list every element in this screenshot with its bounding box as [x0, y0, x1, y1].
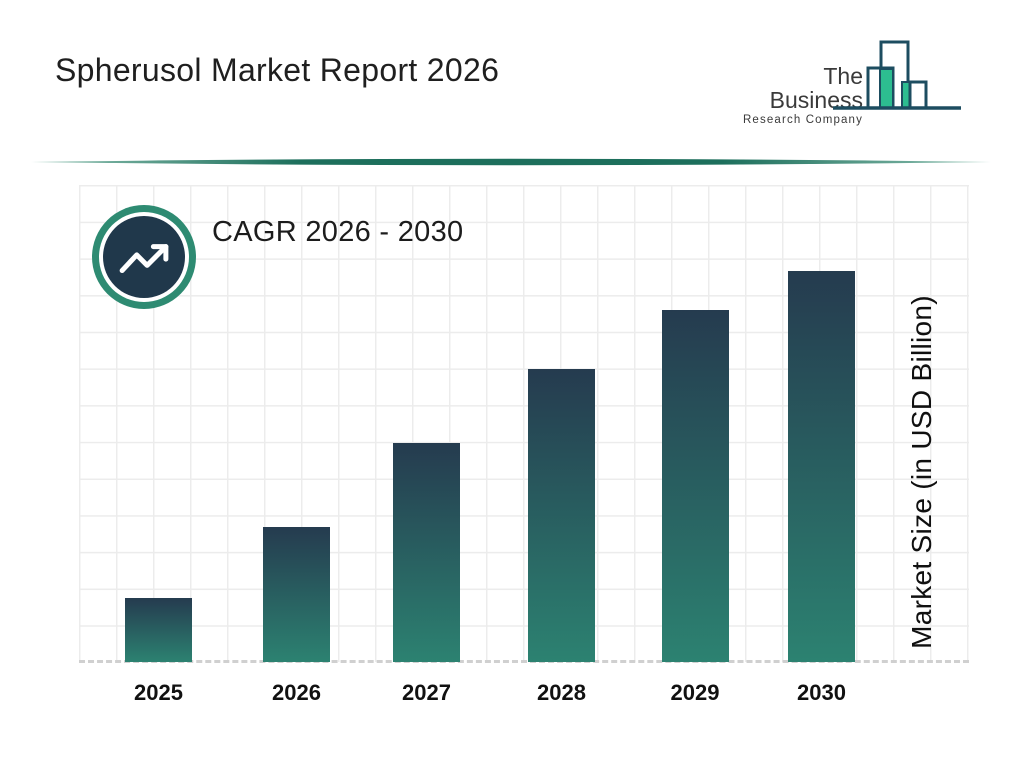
- cagr-label: CAGR 2026 - 2030: [212, 216, 464, 248]
- bar-2025: [125, 598, 192, 662]
- y-axis-label: Market Size (in USD Billion): [906, 295, 937, 649]
- page-title: Spherusol Market Report 2026: [55, 52, 500, 88]
- x-axis-baseline: [79, 660, 969, 663]
- trending-up-icon: [119, 244, 169, 274]
- company-logo: The Business Research Company: [725, 36, 965, 126]
- cagr-badge: [92, 205, 196, 309]
- divider-line: [31, 158, 991, 166]
- x-axis-label-2025: 2025: [134, 680, 183, 705]
- logo-line2: Research Company: [742, 114, 863, 127]
- badge-core: [103, 216, 185, 298]
- x-axis-label-2026: 2026: [272, 680, 321, 705]
- bar-2026: [263, 527, 330, 662]
- x-axis-label-2027: 2027: [402, 680, 451, 705]
- bar-2029: [661, 310, 729, 662]
- bar-2030: [788, 271, 855, 662]
- x-axis-label-2029: 2029: [670, 680, 720, 705]
- x-axis-label-2028: 2028: [537, 680, 586, 705]
- x-axis-label-2030: 2030: [797, 680, 846, 705]
- bar-2028: [528, 369, 595, 662]
- bar-chart-logo-icon: [833, 40, 961, 110]
- bar-2027: [393, 443, 460, 662]
